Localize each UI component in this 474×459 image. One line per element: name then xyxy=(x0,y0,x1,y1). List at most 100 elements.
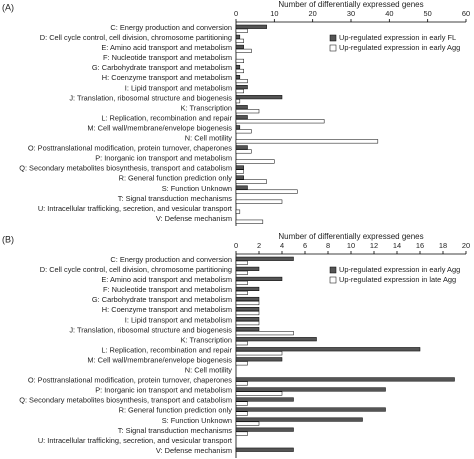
bar xyxy=(235,387,386,392)
bar xyxy=(235,64,241,70)
bar xyxy=(235,99,241,104)
x-tick-label: 30 xyxy=(347,9,355,18)
bar xyxy=(235,286,260,291)
category-label: O: Posttranslational modification, prote… xyxy=(28,376,232,385)
category-label: E: Amino acid transport and metabolism xyxy=(101,43,232,52)
legend-swatch xyxy=(329,266,337,274)
bar xyxy=(235,89,244,94)
bar xyxy=(235,68,244,74)
category-label: G: Carbohydrate transport and metabolism xyxy=(92,295,232,304)
x-tick-label: 10 xyxy=(347,241,355,250)
category-label: T: Signal transduction mechanisms xyxy=(118,194,233,203)
axis-title: Number of differentially expressed genes xyxy=(278,0,423,9)
bar xyxy=(235,391,283,396)
bar xyxy=(235,256,294,261)
x-tick-label: 6 xyxy=(303,241,307,250)
x-tick-label: 14 xyxy=(393,241,401,250)
x-tick-label: 40 xyxy=(385,9,393,18)
x-tick-label: 0 xyxy=(234,9,238,18)
bar xyxy=(235,401,248,406)
category-label: K: Transcription xyxy=(181,335,232,344)
category-label: V: Defense mechanism xyxy=(156,446,232,455)
panel-label: (B) xyxy=(2,234,14,244)
bar xyxy=(235,266,260,271)
category-label: Q: Secondary metabolites biosynthesis, t… xyxy=(19,164,232,173)
category-label: F: Nucleotide transport and metabolism xyxy=(103,285,232,294)
bar xyxy=(235,270,248,275)
panel-label: (A) xyxy=(2,2,14,12)
bar xyxy=(235,58,244,64)
legend-label: Up-regulated expression in late Agg xyxy=(339,275,456,284)
category-label: U: Intracellular trafficking, secretion,… xyxy=(38,204,232,213)
category-label: P: Inorganic ion transport and metabolis… xyxy=(95,386,232,395)
bar xyxy=(235,377,455,382)
category-label: R: General function prediction only xyxy=(119,174,233,183)
category-label: R: General function prediction only xyxy=(119,406,233,415)
bar xyxy=(235,260,248,265)
bar xyxy=(235,381,248,386)
bar xyxy=(235,139,379,144)
category-label: P: Inorganic ion transport and metabolis… xyxy=(95,154,232,163)
bar xyxy=(235,351,283,356)
category-label: U: Intracellular trafficking, secretion,… xyxy=(38,436,232,445)
category-label: V: Defense mechanism xyxy=(156,214,232,223)
bar xyxy=(235,125,241,130)
category-label: C: Energy production and conversion xyxy=(110,255,232,264)
bar xyxy=(235,447,294,452)
category-label: G: Carbohydrate transport and metabolism xyxy=(92,63,232,72)
category-label: L: Replication, recombination and repair xyxy=(101,113,232,122)
category-label: N: Cell motility xyxy=(185,366,233,375)
bar xyxy=(235,115,248,120)
bar xyxy=(235,327,260,332)
x-tick-label: 2 xyxy=(257,241,261,250)
category-label: N: Cell motility xyxy=(185,134,233,143)
x-tick-label: 0 xyxy=(234,241,238,250)
category-label: T: Signal transduction mechanisms xyxy=(118,426,233,435)
category-label: Q: Secondary metabolites biosynthesis, t… xyxy=(19,396,232,405)
bar xyxy=(235,361,248,366)
bar xyxy=(235,185,248,190)
category-label: H: Coenzyme transport and metabolism xyxy=(102,305,232,314)
bar xyxy=(235,317,260,322)
category-label: H: Coenzyme transport and metabolism xyxy=(102,73,232,82)
category-label: F: Nucleotide transport and metabolism xyxy=(103,53,232,62)
category-label: K: Transcription xyxy=(181,103,232,112)
bar xyxy=(235,159,275,164)
bar xyxy=(235,79,248,84)
legend-label: Up-regulated expression in early Agg xyxy=(339,265,460,274)
bar xyxy=(235,169,244,174)
category-label: I: Lipid transport and metabolism xyxy=(125,83,232,92)
category-label: S: Function Unknown xyxy=(162,416,232,425)
legend-label: Up-regulated expression in early Agg xyxy=(339,43,460,52)
category-label: M: Cell wall/membrane/envelope biogenesi… xyxy=(87,123,232,132)
x-tick-label: 20 xyxy=(309,9,317,18)
bar xyxy=(235,34,241,39)
category-label: I: Lipid transport and metabolism xyxy=(125,315,232,324)
bar xyxy=(235,411,248,416)
legend-swatch xyxy=(329,44,337,52)
bar xyxy=(235,175,244,180)
legend-label: Up-regulated expression in early FL xyxy=(339,33,456,42)
bar xyxy=(235,347,421,352)
legend-swatch xyxy=(329,34,337,42)
bar xyxy=(235,407,386,412)
bar xyxy=(235,276,283,281)
bar xyxy=(235,300,260,306)
x-tick-label: 4 xyxy=(280,241,284,250)
x-tick-label: 20 xyxy=(462,241,470,250)
x-tick-label: 16 xyxy=(416,241,424,250)
x-tick-label: 12 xyxy=(370,241,378,250)
category-label: C: Energy production and conversion xyxy=(110,23,232,32)
bar xyxy=(235,290,248,295)
bar xyxy=(235,38,244,43)
bar xyxy=(235,165,244,170)
bar xyxy=(235,149,252,154)
bar xyxy=(235,85,248,90)
bar xyxy=(235,145,248,150)
bar xyxy=(235,321,260,326)
axis-title: Number of differentially expressed genes xyxy=(278,232,423,241)
x-tick-label: 8 xyxy=(326,241,330,250)
x-tick-label: 50 xyxy=(424,9,432,18)
category-label: J: Translation, ribosomal structure and … xyxy=(69,325,232,334)
bar xyxy=(235,337,317,342)
